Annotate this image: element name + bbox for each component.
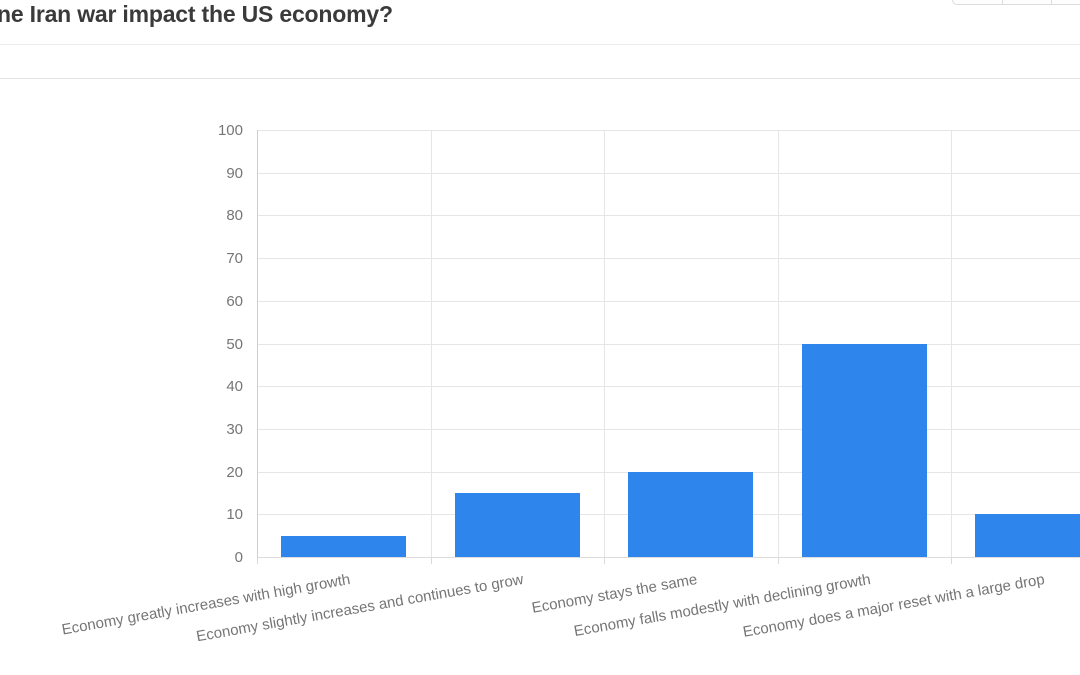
bar[interactable]: [628, 471, 754, 557]
chart-range-button-group[interactable]: [952, 0, 1080, 5]
axis-tick: [257, 558, 258, 564]
page-title: ne Iran war impact the US economy?: [0, 1, 393, 27]
h-gridline: [257, 428, 1080, 430]
range-button[interactable]: [1001, 0, 1052, 4]
h-gridline: [257, 172, 1080, 174]
y-axis-tick-label: 10: [226, 506, 243, 524]
y-axis-tick-label: 60: [226, 292, 243, 310]
h-gridline: [257, 300, 1080, 302]
y-axis-tick-label: 100: [217, 122, 243, 139]
y-axis-tick-label: 90: [226, 164, 243, 182]
h-gridline: [257, 258, 1080, 260]
h-gridline: [257, 215, 1080, 217]
toolbar-divider: [0, 78, 1080, 79]
bar[interactable]: [975, 514, 1080, 557]
axis-tick: [951, 558, 952, 564]
axis-tick: [604, 558, 605, 564]
v-gridline: [604, 130, 605, 557]
y-axis-tick-label: 20: [226, 463, 243, 481]
y-axis-tick-label: 0: [234, 549, 243, 566]
y-axis-tick-label: 40: [226, 378, 243, 396]
y-axis-tick-label: 70: [226, 250, 243, 268]
x-axis-label: Economy falls modestly with declining gr…: [572, 571, 873, 641]
y-axis-tick-label: 50: [226, 335, 243, 353]
bar[interactable]: [281, 535, 407, 557]
v-gridline: [777, 130, 779, 557]
bar-chart: 0 10 20 30 40 50 60 70 80 90 100 Economy greatly in…: [0, 78, 1080, 675]
h-gridline: [257, 130, 1080, 131]
y-axis-tick-label: 30: [226, 420, 243, 438]
range-button[interactable]: [1051, 0, 1080, 4]
x-axis-line: [257, 557, 1080, 558]
y-axis-line: [257, 130, 258, 558]
v-gridline: [951, 130, 952, 557]
h-gridline: [257, 343, 1080, 345]
axis-tick: [430, 558, 432, 564]
range-button[interactable]: [953, 0, 1002, 4]
bar[interactable]: [454, 492, 580, 557]
x-axis-label: Economy slightly increases and continues…: [195, 571, 526, 646]
h-gridline: [257, 386, 1080, 388]
v-gridline: [430, 130, 432, 557]
header-divider: [0, 44, 1080, 45]
axis-tick: [777, 558, 779, 564]
x-axis-label: Economy does a major reset with a large …: [741, 571, 1046, 641]
y-axis-tick-label: 80: [226, 207, 243, 225]
bar[interactable]: [801, 343, 927, 557]
